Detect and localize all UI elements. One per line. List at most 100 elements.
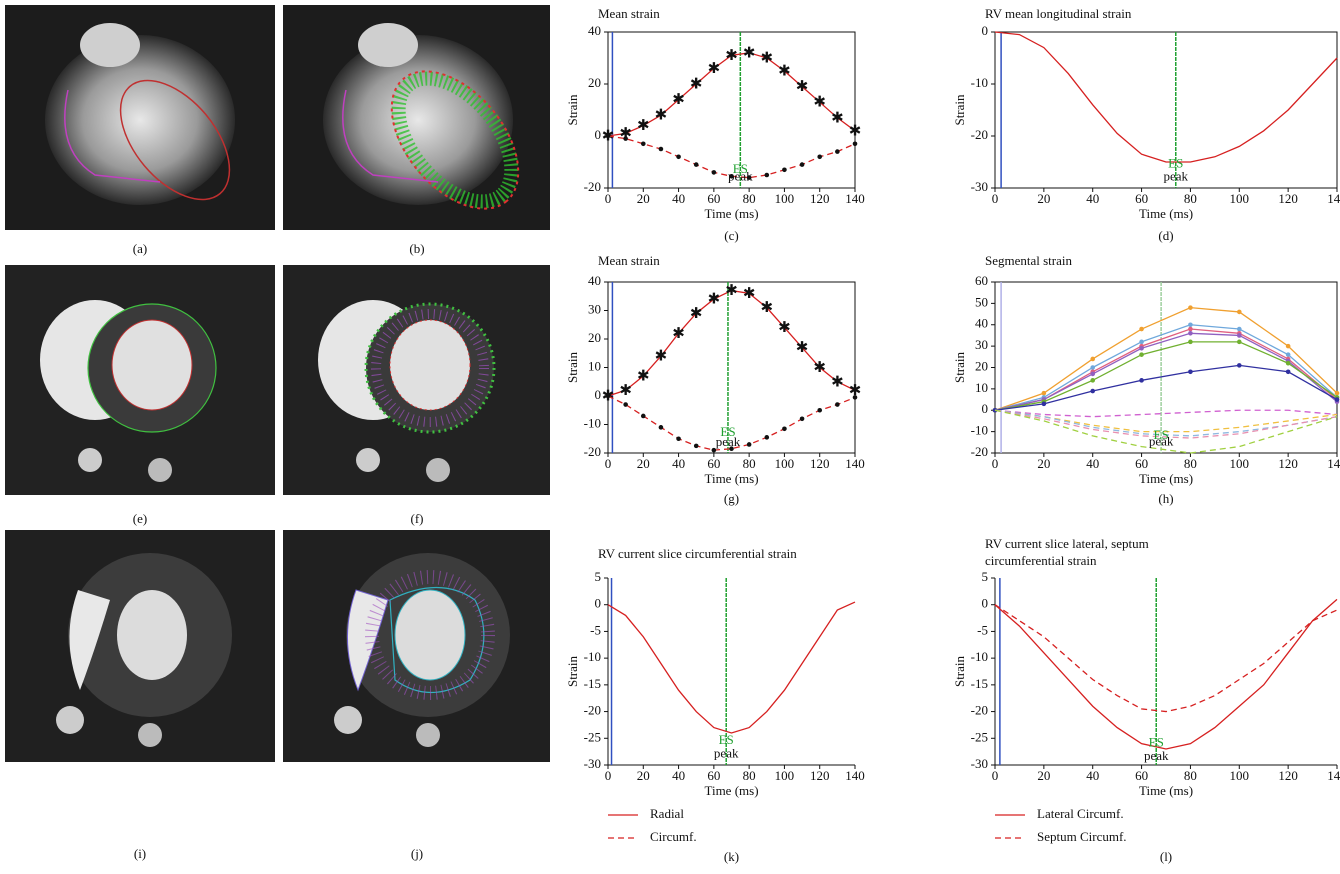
y-axis-label: Strain (565, 351, 580, 383)
point-marker: ✱ (813, 358, 826, 376)
point-marker (764, 435, 770, 440)
legend-label: Lateral Circumf. (1037, 806, 1124, 821)
point-marker (1285, 360, 1291, 366)
y-tick-label: -5 (977, 622, 988, 637)
point-marker (799, 416, 805, 422)
point-marker (623, 136, 628, 141)
x-tick-label: 60 (1135, 768, 1148, 783)
point-marker (1139, 339, 1144, 345)
point-marker (1236, 363, 1242, 368)
annotation: peak (716, 434, 741, 449)
annotation: peak (714, 745, 739, 760)
image-b (283, 5, 550, 230)
y-tick-label: -10 (584, 649, 601, 664)
annotation: ES (719, 732, 734, 747)
mri-images (5, 5, 550, 762)
y-tick-label: -20 (584, 179, 601, 194)
y-tick-label: -20 (971, 127, 988, 142)
y-tick-label: -30 (584, 756, 601, 771)
point-marker (746, 442, 752, 447)
x-tick-label: 140 (1327, 768, 1340, 783)
y-tick-label: 0 (595, 387, 602, 402)
point-marker (1090, 371, 1096, 377)
point-marker (1188, 326, 1193, 332)
point-marker: ✱ (813, 93, 826, 111)
x-tick-label: 0 (992, 456, 999, 471)
point-marker (817, 407, 823, 413)
point-marker (1236, 333, 1242, 338)
y-tick-label: 50 (975, 294, 988, 309)
x-axis-label: Time (ms) (1139, 783, 1193, 798)
y-tick-label: -15 (584, 676, 601, 691)
series-line (994, 324, 1338, 411)
image-j (283, 530, 550, 762)
x-tick-label: 100 (775, 456, 795, 471)
point-marker (1139, 345, 1144, 351)
x-tick-label: 20 (1037, 191, 1050, 206)
legend-label: Circumf. (650, 829, 697, 844)
y-tick-label: -20 (584, 703, 601, 718)
x-tick-label: 100 (1230, 768, 1250, 783)
panel-label: (d) (1158, 228, 1173, 243)
series-line (994, 364, 1338, 411)
chart-title: circumferential strain (985, 553, 1097, 568)
point-marker (605, 393, 611, 399)
point-marker: ✱ (760, 49, 773, 67)
x-tick-label: 0 (605, 191, 612, 206)
image-i (5, 530, 275, 762)
point-marker (676, 436, 681, 442)
y-tick-label: -15 (971, 676, 988, 691)
x-tick-label: 20 (1037, 456, 1050, 471)
point-marker: ✱ (760, 298, 773, 316)
annotation: peak (1144, 748, 1169, 763)
point-marker (729, 174, 734, 179)
point-marker (1236, 309, 1242, 315)
x-tick-label: 80 (1184, 456, 1197, 471)
x-tick-label: 120 (810, 456, 830, 471)
point-marker: ✱ (778, 318, 791, 336)
point-marker: ✱ (672, 90, 685, 108)
chart-title: RV current slice circumferential strain (598, 546, 797, 561)
chart-title: RV mean longitudinal strain (985, 6, 1132, 21)
y-tick-label: -10 (584, 415, 601, 430)
point-marker: ✱ (637, 367, 650, 385)
point-marker (1041, 390, 1047, 396)
x-tick-label: 140 (845, 456, 865, 471)
x-axis-label: Time (ms) (1139, 206, 1193, 221)
panel-label: (j) (411, 846, 423, 861)
point-marker (1236, 339, 1242, 345)
x-tick-label: 120 (1278, 768, 1298, 783)
point-marker: ✱ (743, 284, 756, 302)
y-tick-label: 0 (595, 127, 602, 142)
point-marker (1090, 378, 1096, 383)
point-marker: ✱ (743, 43, 756, 61)
x-tick-label: 140 (1327, 191, 1340, 206)
panel-label: (l) (1160, 849, 1172, 864)
series-line (994, 409, 1338, 418)
x-tick-label: 80 (743, 456, 756, 471)
x-tick-label: 40 (1086, 191, 1099, 206)
y-tick-label: 40 (975, 316, 988, 331)
x-tick-label: 100 (1230, 191, 1250, 206)
series-line (607, 289, 856, 397)
chart: RV current slice lateral, septum circumfe… (952, 536, 1340, 864)
x-tick-label: 80 (1184, 191, 1197, 206)
y-tick-label: 10 (588, 358, 601, 373)
y-axis-label: Strain (565, 655, 580, 687)
point-marker (799, 162, 805, 167)
panel-label: (a) (133, 241, 147, 256)
point-marker: ✱ (849, 381, 862, 399)
point-marker (782, 167, 787, 173)
point-marker (693, 443, 699, 449)
y-tick-label: 20 (975, 358, 988, 373)
x-tick-label: 100 (775, 191, 795, 206)
x-tick-label: 60 (707, 456, 720, 471)
y-tick-label: 20 (588, 75, 601, 90)
panel-label: (h) (1158, 491, 1173, 506)
point-marker (1188, 331, 1193, 336)
x-tick-label: 40 (1086, 456, 1099, 471)
x-tick-label: 60 (1135, 456, 1148, 471)
panel-label: (f) (411, 511, 424, 526)
